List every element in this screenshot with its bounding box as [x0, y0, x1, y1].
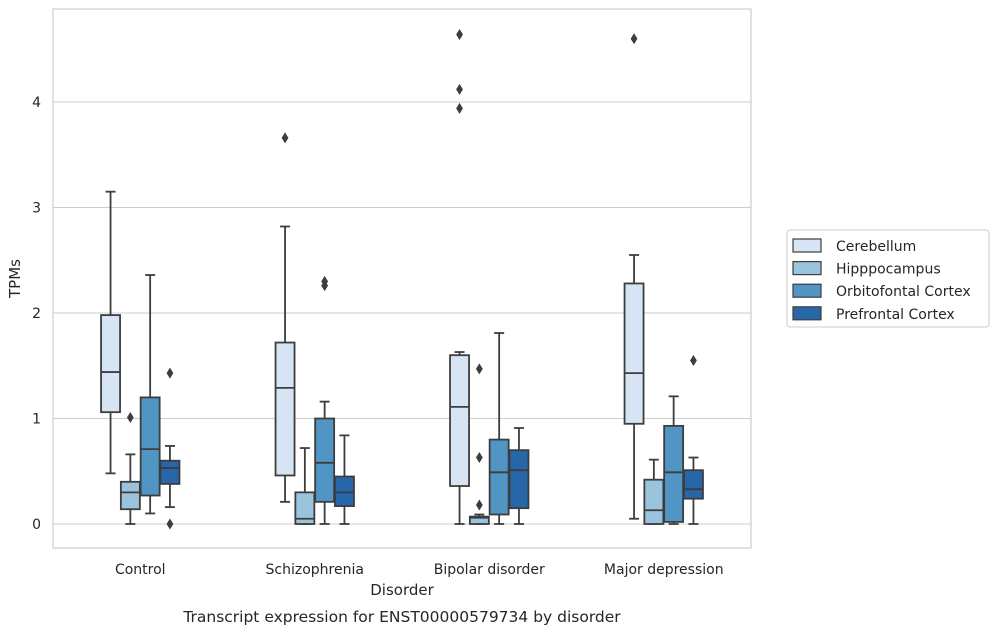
box-cerebellum — [623, 33, 645, 520]
box-cerebellum — [100, 190, 121, 475]
legend-swatch — [792, 238, 822, 253]
box-iqr — [294, 491, 316, 525]
box-hipppocampus — [119, 411, 141, 525]
box-hipppocampus — [643, 458, 665, 525]
x-tick-label: Major depression — [604, 562, 724, 578]
chart-caption: Transcript expression for ENST0000057973… — [182, 608, 621, 626]
box-cerebellum — [274, 132, 296, 503]
box-prefrontal-cortex — [334, 434, 355, 525]
legend-label: Prefrontal Cortex — [836, 307, 955, 323]
legend-frame — [786, 229, 990, 328]
box-iqr — [100, 314, 121, 414]
outlier-point — [630, 33, 638, 45]
box-prefrontal-cortex — [508, 427, 530, 525]
outlier-point — [456, 28, 463, 40]
outlier-point — [475, 363, 483, 375]
y-tick-label: 1 — [32, 412, 41, 428]
y-axis-ticks: 0 1 2 3 4 — [32, 95, 41, 533]
box-iqr — [623, 282, 645, 425]
legend-swatch — [792, 306, 822, 321]
box-prefrontal-cortex — [159, 367, 181, 530]
box-orbitofontal-cortex — [139, 274, 161, 515]
y-axis-label: TPMs — [6, 259, 24, 299]
x-axis-label: Disorder — [370, 581, 434, 599]
box-hipppocampus — [294, 447, 316, 525]
box-cerebellum — [449, 28, 470, 525]
outlier-point — [475, 452, 483, 464]
outlier-point — [456, 83, 463, 95]
outlier-point — [690, 354, 697, 366]
outlier-point — [321, 275, 329, 287]
box-iqr — [468, 515, 490, 525]
outlier-point — [166, 518, 174, 530]
y-tick-label: 0 — [32, 517, 41, 533]
box-iqr — [663, 424, 685, 523]
x-tick-label: Control — [115, 562, 166, 578]
x-axis-ticks: Control Schizophrenia Bipolar disorder Majo… — [115, 562, 724, 578]
outlier-point — [281, 132, 289, 144]
outlier-point — [126, 411, 134, 423]
legend: Cerebellum Hipppocampus Orbitofontal Corte… — [786, 229, 990, 328]
y-tick-label: 2 — [32, 306, 41, 322]
box-hipppocampus — [468, 363, 490, 525]
x-tick-label: Schizophrenia — [266, 562, 364, 578]
box-iqr — [488, 438, 510, 516]
outlier-point — [456, 102, 463, 114]
plot-area-frame — [52, 8, 752, 549]
box-prefrontal-cortex — [683, 354, 704, 525]
box-iqr — [334, 475, 355, 507]
box-orbitofontal-cortex — [663, 395, 685, 525]
x-tick-label: Bipolar disorder — [434, 562, 545, 578]
box-plot-series — [100, 28, 704, 530]
box-iqr — [508, 449, 530, 510]
box-iqr — [643, 478, 665, 525]
box-iqr — [314, 417, 336, 503]
legend-label: Hipppocampus — [836, 262, 941, 278]
outlier-point — [475, 499, 483, 511]
legend-label: Orbitofontal Cortex — [836, 284, 971, 300]
box-orbitofontal-cortex — [488, 332, 510, 525]
outlier-point — [166, 367, 174, 379]
box-iqr — [274, 341, 296, 477]
box-iqr — [159, 459, 181, 485]
box-iqr — [119, 480, 141, 511]
y-tick-label: 4 — [32, 95, 41, 111]
legend-swatch — [792, 283, 822, 298]
y-tick-label: 3 — [32, 201, 41, 217]
box-orbitofontal-cortex — [314, 275, 336, 525]
box-iqr — [683, 469, 704, 500]
box-iqr — [449, 354, 470, 487]
legend-swatch — [792, 261, 822, 276]
box-iqr — [139, 396, 161, 497]
legend-label: Cerebellum — [836, 239, 916, 255]
